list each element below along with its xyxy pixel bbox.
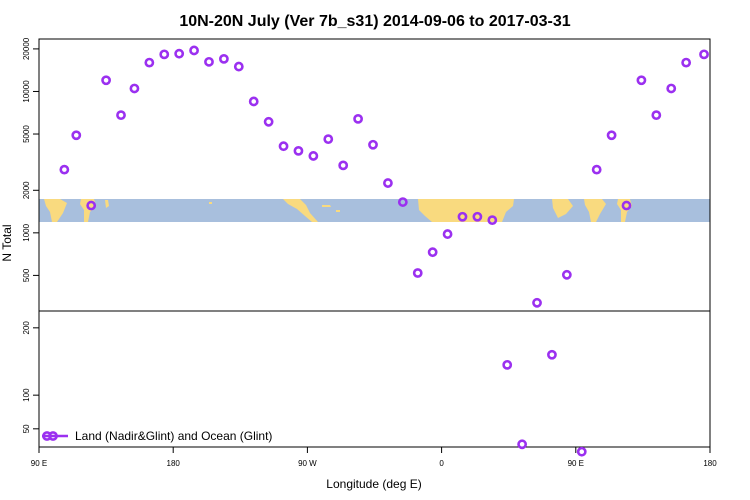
data-point xyxy=(591,164,602,175)
land-indochina-repeat xyxy=(617,199,632,222)
land-philippines xyxy=(105,200,109,208)
data-point xyxy=(174,48,185,59)
ocean-band xyxy=(39,199,710,222)
legend-marker xyxy=(48,431,58,441)
data-point xyxy=(101,75,111,86)
land-arabia xyxy=(552,199,573,218)
data-point xyxy=(293,145,304,156)
upper-y-tick-label: 20000 xyxy=(22,37,31,60)
data-point xyxy=(517,439,528,450)
chart-title: 10N-20N July (Ver 7b_s31) 2014-09-06 to … xyxy=(179,13,570,30)
data-point xyxy=(338,160,349,171)
data-point xyxy=(666,83,677,94)
upper-y-axis: 500 1000 2000 5000 10000 20000 xyxy=(22,37,39,282)
legend-label: Land (Nadir&Glint) and Ocean (Glint) xyxy=(75,429,272,443)
data-point xyxy=(204,56,214,67)
data-point xyxy=(308,151,319,161)
data-point xyxy=(368,139,378,150)
x-axis: 90 E 180 90 W 0 90 E 180 xyxy=(31,447,717,468)
data-point xyxy=(278,141,289,152)
data-point xyxy=(323,134,334,145)
data-point xyxy=(442,229,453,239)
data-point xyxy=(621,200,632,211)
data-point xyxy=(502,359,513,370)
data-point xyxy=(71,130,82,141)
x-tick-label: 90 W xyxy=(298,459,317,468)
data-point xyxy=(606,130,617,141)
data-points xyxy=(59,45,709,457)
x-tick-label: 90 E xyxy=(568,459,584,468)
lower-panel-frame xyxy=(38,310,711,448)
data-point xyxy=(248,96,259,107)
land-central-america xyxy=(283,199,318,222)
data-point xyxy=(144,57,155,68)
data-point xyxy=(59,164,70,175)
land-caribbean-2 xyxy=(336,210,340,212)
data-point xyxy=(487,215,498,226)
x-axis-label: Longitude (deg E) xyxy=(326,477,421,491)
data-point xyxy=(353,113,363,124)
land-india-repeat xyxy=(584,199,606,222)
land-india xyxy=(44,199,67,222)
data-point xyxy=(383,178,393,188)
data-point xyxy=(412,268,423,278)
data-point xyxy=(263,116,274,127)
land-indochina xyxy=(80,199,96,222)
x-tick-label: 90 E xyxy=(31,459,47,468)
x-tick-label: 180 xyxy=(703,459,717,468)
y-axis-label: N Total xyxy=(0,224,14,261)
data-point xyxy=(547,349,557,360)
data-point xyxy=(576,446,587,457)
data-point xyxy=(561,269,572,280)
data-point xyxy=(129,83,140,94)
data-point xyxy=(532,297,542,308)
data-point xyxy=(427,247,438,258)
data-point xyxy=(86,200,97,211)
upper-y-tick-label: 500 xyxy=(22,268,31,282)
land-caribbean xyxy=(322,205,331,207)
upper-y-tick-label: 10000 xyxy=(22,80,31,103)
upper-y-tick-label: 1000 xyxy=(22,223,31,241)
legend: Land (Nadir&Glint) and Ocean (Glint) xyxy=(42,429,272,443)
data-point xyxy=(159,49,170,60)
data-point xyxy=(636,75,647,86)
lower-y-axis: 50 100 200 xyxy=(22,321,39,433)
data-point xyxy=(457,211,468,222)
data-point xyxy=(397,197,408,207)
x-tick-label: 0 xyxy=(439,459,444,468)
map-band xyxy=(39,199,710,222)
data-point xyxy=(233,61,244,72)
data-point xyxy=(218,53,229,64)
data-point xyxy=(699,49,709,60)
lower-y-tick-label: 100 xyxy=(22,388,31,402)
data-point xyxy=(189,45,199,56)
data-point xyxy=(472,211,483,222)
lower-y-tick-label: 50 xyxy=(22,424,31,433)
upper-y-tick-label: 5000 xyxy=(22,125,31,143)
land-hawaii xyxy=(209,202,212,204)
data-point xyxy=(651,110,662,121)
upper-y-tick-label: 2000 xyxy=(22,181,31,199)
x-tick-label: 180 xyxy=(167,459,181,468)
data-point xyxy=(116,110,126,121)
lower-y-tick-label: 200 xyxy=(22,321,31,335)
data-point xyxy=(681,57,692,68)
